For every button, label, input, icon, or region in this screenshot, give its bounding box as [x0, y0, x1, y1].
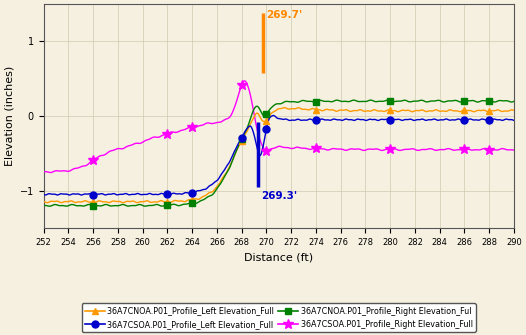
Y-axis label: Elevation (inches): Elevation (inches)	[4, 66, 14, 166]
X-axis label: Distance (ft): Distance (ft)	[244, 252, 313, 262]
Text: 269.3': 269.3'	[261, 191, 297, 201]
Text: 269.7': 269.7'	[266, 10, 302, 20]
Legend: 36A7CNOA.P01_Profile_Left Elevation_Full, 36A7CSOA.P01_Profile_Left Elevation_Fu: 36A7CNOA.P01_Profile_Left Elevation_Full…	[82, 304, 476, 332]
